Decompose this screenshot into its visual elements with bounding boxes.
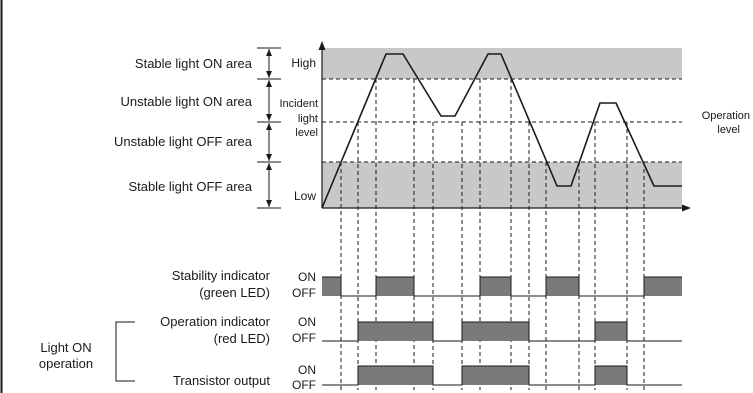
stability-signal bbox=[322, 276, 682, 297]
stability-indicator-label-1: Stability indicator bbox=[172, 268, 271, 283]
x-axis-arrow bbox=[682, 204, 691, 212]
operation-on-pulse bbox=[358, 322, 433, 341]
stable-off-band bbox=[322, 162, 682, 208]
operation-level-label-2: level bbox=[717, 124, 740, 136]
arrowhead bbox=[266, 80, 272, 87]
incident-light-level-label-1: Incident bbox=[279, 98, 318, 110]
transistor-on-label: ON bbox=[298, 363, 316, 377]
operation-signal-line bbox=[322, 321, 682, 342]
stability-on-pulse bbox=[376, 277, 414, 296]
stability-on-pulse bbox=[644, 277, 682, 296]
light-on-operation-label-1: Light ON bbox=[40, 340, 91, 355]
incident-light-level-label-2: light bbox=[298, 113, 318, 125]
transistor-signal-line bbox=[322, 365, 682, 386]
arrowhead bbox=[266, 123, 272, 130]
low-label: Low bbox=[294, 189, 316, 203]
stability-off-label: OFF bbox=[292, 286, 316, 300]
arrowhead bbox=[266, 163, 272, 170]
transistor-signal bbox=[322, 365, 682, 386]
stability-on-pulse bbox=[480, 277, 511, 296]
stability-indicator-label-2: (green LED) bbox=[199, 285, 270, 300]
transistor-on-pulse bbox=[595, 366, 627, 385]
stable-off-area-label: Stable light OFF area bbox=[128, 179, 252, 194]
stability-signal-line bbox=[322, 276, 682, 297]
timing-guides bbox=[340, 79, 645, 390]
operation-on-pulse bbox=[595, 322, 627, 341]
bracket-arrowheads bbox=[266, 49, 272, 207]
stable-on-area-label: Stable light ON area bbox=[135, 56, 253, 71]
light-on-operation-label-2: operation bbox=[39, 356, 93, 371]
stability-on-pulse bbox=[546, 277, 579, 296]
transistor-on-pulse bbox=[462, 366, 529, 385]
y-axis-arrow bbox=[318, 41, 326, 50]
stable-on-band bbox=[322, 48, 682, 79]
transistor-off-label: OFF bbox=[292, 378, 316, 392]
operation-indicator-label-2: (red LED) bbox=[214, 331, 270, 346]
incident-light-level-label-3: level bbox=[295, 127, 318, 139]
operation-off-label: OFF bbox=[292, 331, 316, 345]
arrowhead bbox=[266, 154, 272, 161]
arrowhead bbox=[266, 71, 272, 78]
transistor-on-pulse bbox=[358, 366, 433, 385]
operation-indicator-label-1: Operation indicator bbox=[160, 314, 271, 329]
operation-signal bbox=[322, 321, 682, 342]
unstable-on-area-label: Unstable light ON area bbox=[120, 94, 252, 109]
transistor-output-label: Transistor output bbox=[173, 373, 270, 388]
light-on-operation-bracket bbox=[115, 321, 135, 382]
operation-on-pulse bbox=[462, 322, 529, 341]
arrowhead bbox=[266, 200, 272, 207]
stability-on-label: ON bbox=[298, 270, 316, 284]
high-label: High bbox=[291, 56, 316, 70]
incident-light-waveform bbox=[321, 53, 682, 209]
arrowhead bbox=[266, 49, 272, 56]
arrowhead bbox=[266, 114, 272, 121]
operation-level-label-1: Operation bbox=[702, 110, 750, 122]
unstable-off-area-label: Unstable light OFF area bbox=[114, 134, 253, 149]
stability-on-pulse bbox=[322, 277, 341, 296]
operation-on-label: ON bbox=[298, 315, 316, 329]
